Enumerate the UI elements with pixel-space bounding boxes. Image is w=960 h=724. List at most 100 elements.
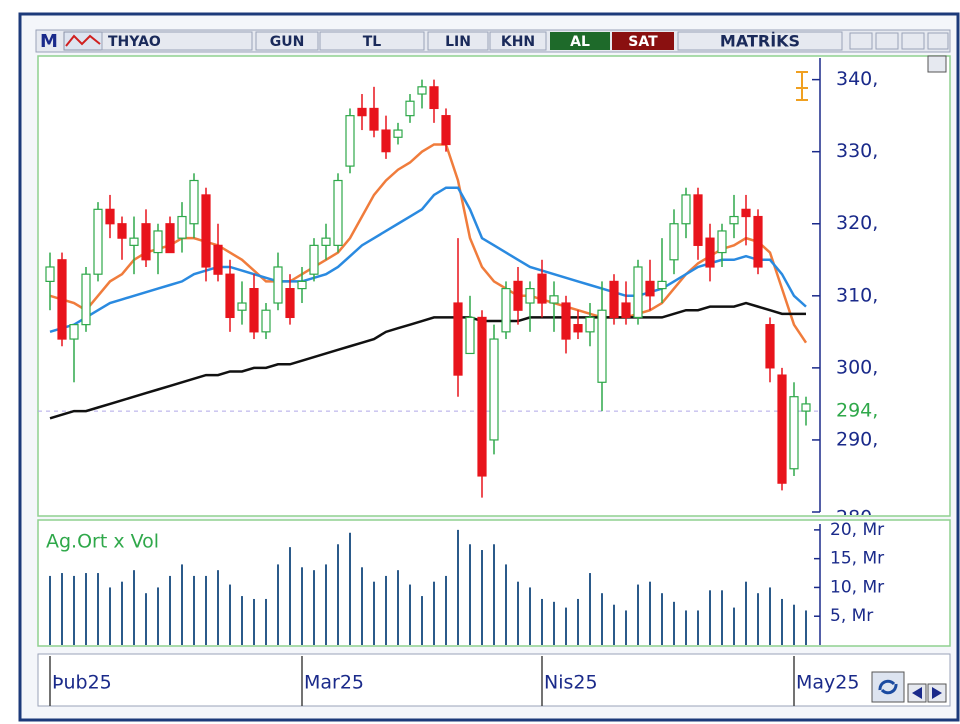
window-button[interactable]	[849, 32, 873, 50]
candle-body	[693, 194, 703, 246]
moving-average	[49, 143, 808, 344]
refresh-button[interactable]	[871, 671, 905, 703]
candle-body	[105, 208, 115, 225]
candle-body	[465, 316, 475, 355]
alert-icon	[796, 71, 808, 101]
y-tick-label: 310,	[836, 284, 878, 306]
candle-body	[621, 302, 631, 319]
y-tick-label: 330,	[836, 140, 878, 162]
candle-body	[549, 295, 559, 304]
icon-line	[65, 34, 101, 47]
y-tick-label: 320,	[836, 212, 878, 234]
candle-body	[201, 194, 211, 268]
candle-body	[321, 237, 331, 246]
candle-body	[513, 280, 523, 311]
sell-label: SAT	[628, 34, 658, 50]
window-button[interactable]	[927, 32, 949, 50]
candle-body	[273, 266, 283, 304]
candle-body	[573, 324, 583, 333]
buy-label: AL	[570, 34, 590, 50]
candle-body	[477, 316, 487, 477]
candle-body	[117, 223, 127, 239]
refresh-icon	[878, 679, 898, 695]
button[interactable]	[489, 31, 547, 51]
candle-body	[633, 266, 643, 319]
candle-body	[729, 215, 739, 225]
x-tick-label: Nis25	[544, 672, 598, 694]
candle-body	[561, 302, 571, 340]
candle-body	[405, 100, 415, 117]
candle-body	[417, 86, 427, 95]
candle-body	[141, 223, 151, 261]
button[interactable]	[427, 31, 489, 51]
y-tick-label: 290,	[836, 428, 878, 450]
window-button[interactable]	[875, 32, 899, 50]
candle-body	[441, 115, 451, 146]
sell-button[interactable]	[612, 32, 674, 50]
x-tick-label: May25	[796, 672, 859, 694]
button-label: KHN	[501, 34, 535, 50]
candle-body	[669, 223, 679, 261]
brand-box	[677, 31, 843, 51]
volume-tick-label: 5, Mr	[830, 606, 873, 626]
candle-body	[345, 115, 355, 167]
candle-body	[285, 288, 295, 319]
candle-body	[333, 179, 343, 246]
candle-body	[801, 403, 811, 412]
candle-body	[453, 302, 463, 376]
panel-button[interactable]	[927, 55, 947, 73]
candle-body	[741, 208, 751, 218]
volume-tick-label: 20, Mr	[830, 520, 884, 540]
candle-body	[213, 244, 223, 275]
candle-body	[189, 179, 199, 225]
x-tick-label: Þub25	[52, 672, 112, 694]
volume-tick-label: 15, Mr	[830, 549, 884, 569]
buy-button[interactable]	[550, 32, 610, 50]
brand: MATRİKS	[720, 32, 800, 51]
candle-body	[429, 86, 439, 110]
candle-body	[777, 374, 787, 484]
candle-body	[585, 316, 595, 333]
candle-body	[657, 280, 667, 290]
date-bar	[37, 653, 951, 707]
symbol-box[interactable]	[101, 31, 253, 51]
candle-body	[237, 302, 247, 311]
candle-body	[381, 129, 391, 153]
y-tick-label: 300,	[836, 356, 878, 378]
last-price-label: 294,	[836, 400, 878, 422]
candle-body	[165, 223, 175, 254]
candle-body	[225, 273, 235, 319]
candle-body	[765, 324, 775, 369]
last-price-box	[828, 400, 888, 423]
moving-average	[49, 301, 806, 420]
logo: M	[40, 31, 58, 52]
candle-body	[93, 208, 103, 275]
button[interactable]	[319, 31, 425, 51]
window-button[interactable]	[901, 32, 925, 50]
candle-body	[501, 288, 511, 333]
candle-body	[393, 129, 403, 138]
candle-body	[489, 338, 499, 441]
candle-body	[249, 288, 259, 333]
x-tick-label: Mar25	[304, 672, 364, 694]
symbol: THYAO	[108, 34, 161, 50]
candle-body	[177, 215, 187, 239]
candle-body	[645, 280, 655, 297]
y-tick-label: 340,	[836, 68, 878, 90]
volume-tick-label: 10, Mr	[830, 577, 884, 597]
candle-body	[357, 107, 367, 117]
candle-body	[597, 309, 607, 383]
candle-body	[45, 266, 55, 282]
button-label: TL	[363, 34, 382, 50]
candle-body	[369, 107, 379, 131]
candle-body	[129, 237, 139, 246]
button-label: LIN	[445, 34, 471, 50]
candle-body	[261, 309, 271, 333]
candle-body	[537, 273, 547, 304]
candle-body	[609, 280, 619, 319]
button[interactable]	[255, 31, 319, 51]
candle-body	[681, 194, 691, 225]
candle-body	[525, 288, 535, 304]
candle-body	[57, 259, 67, 340]
